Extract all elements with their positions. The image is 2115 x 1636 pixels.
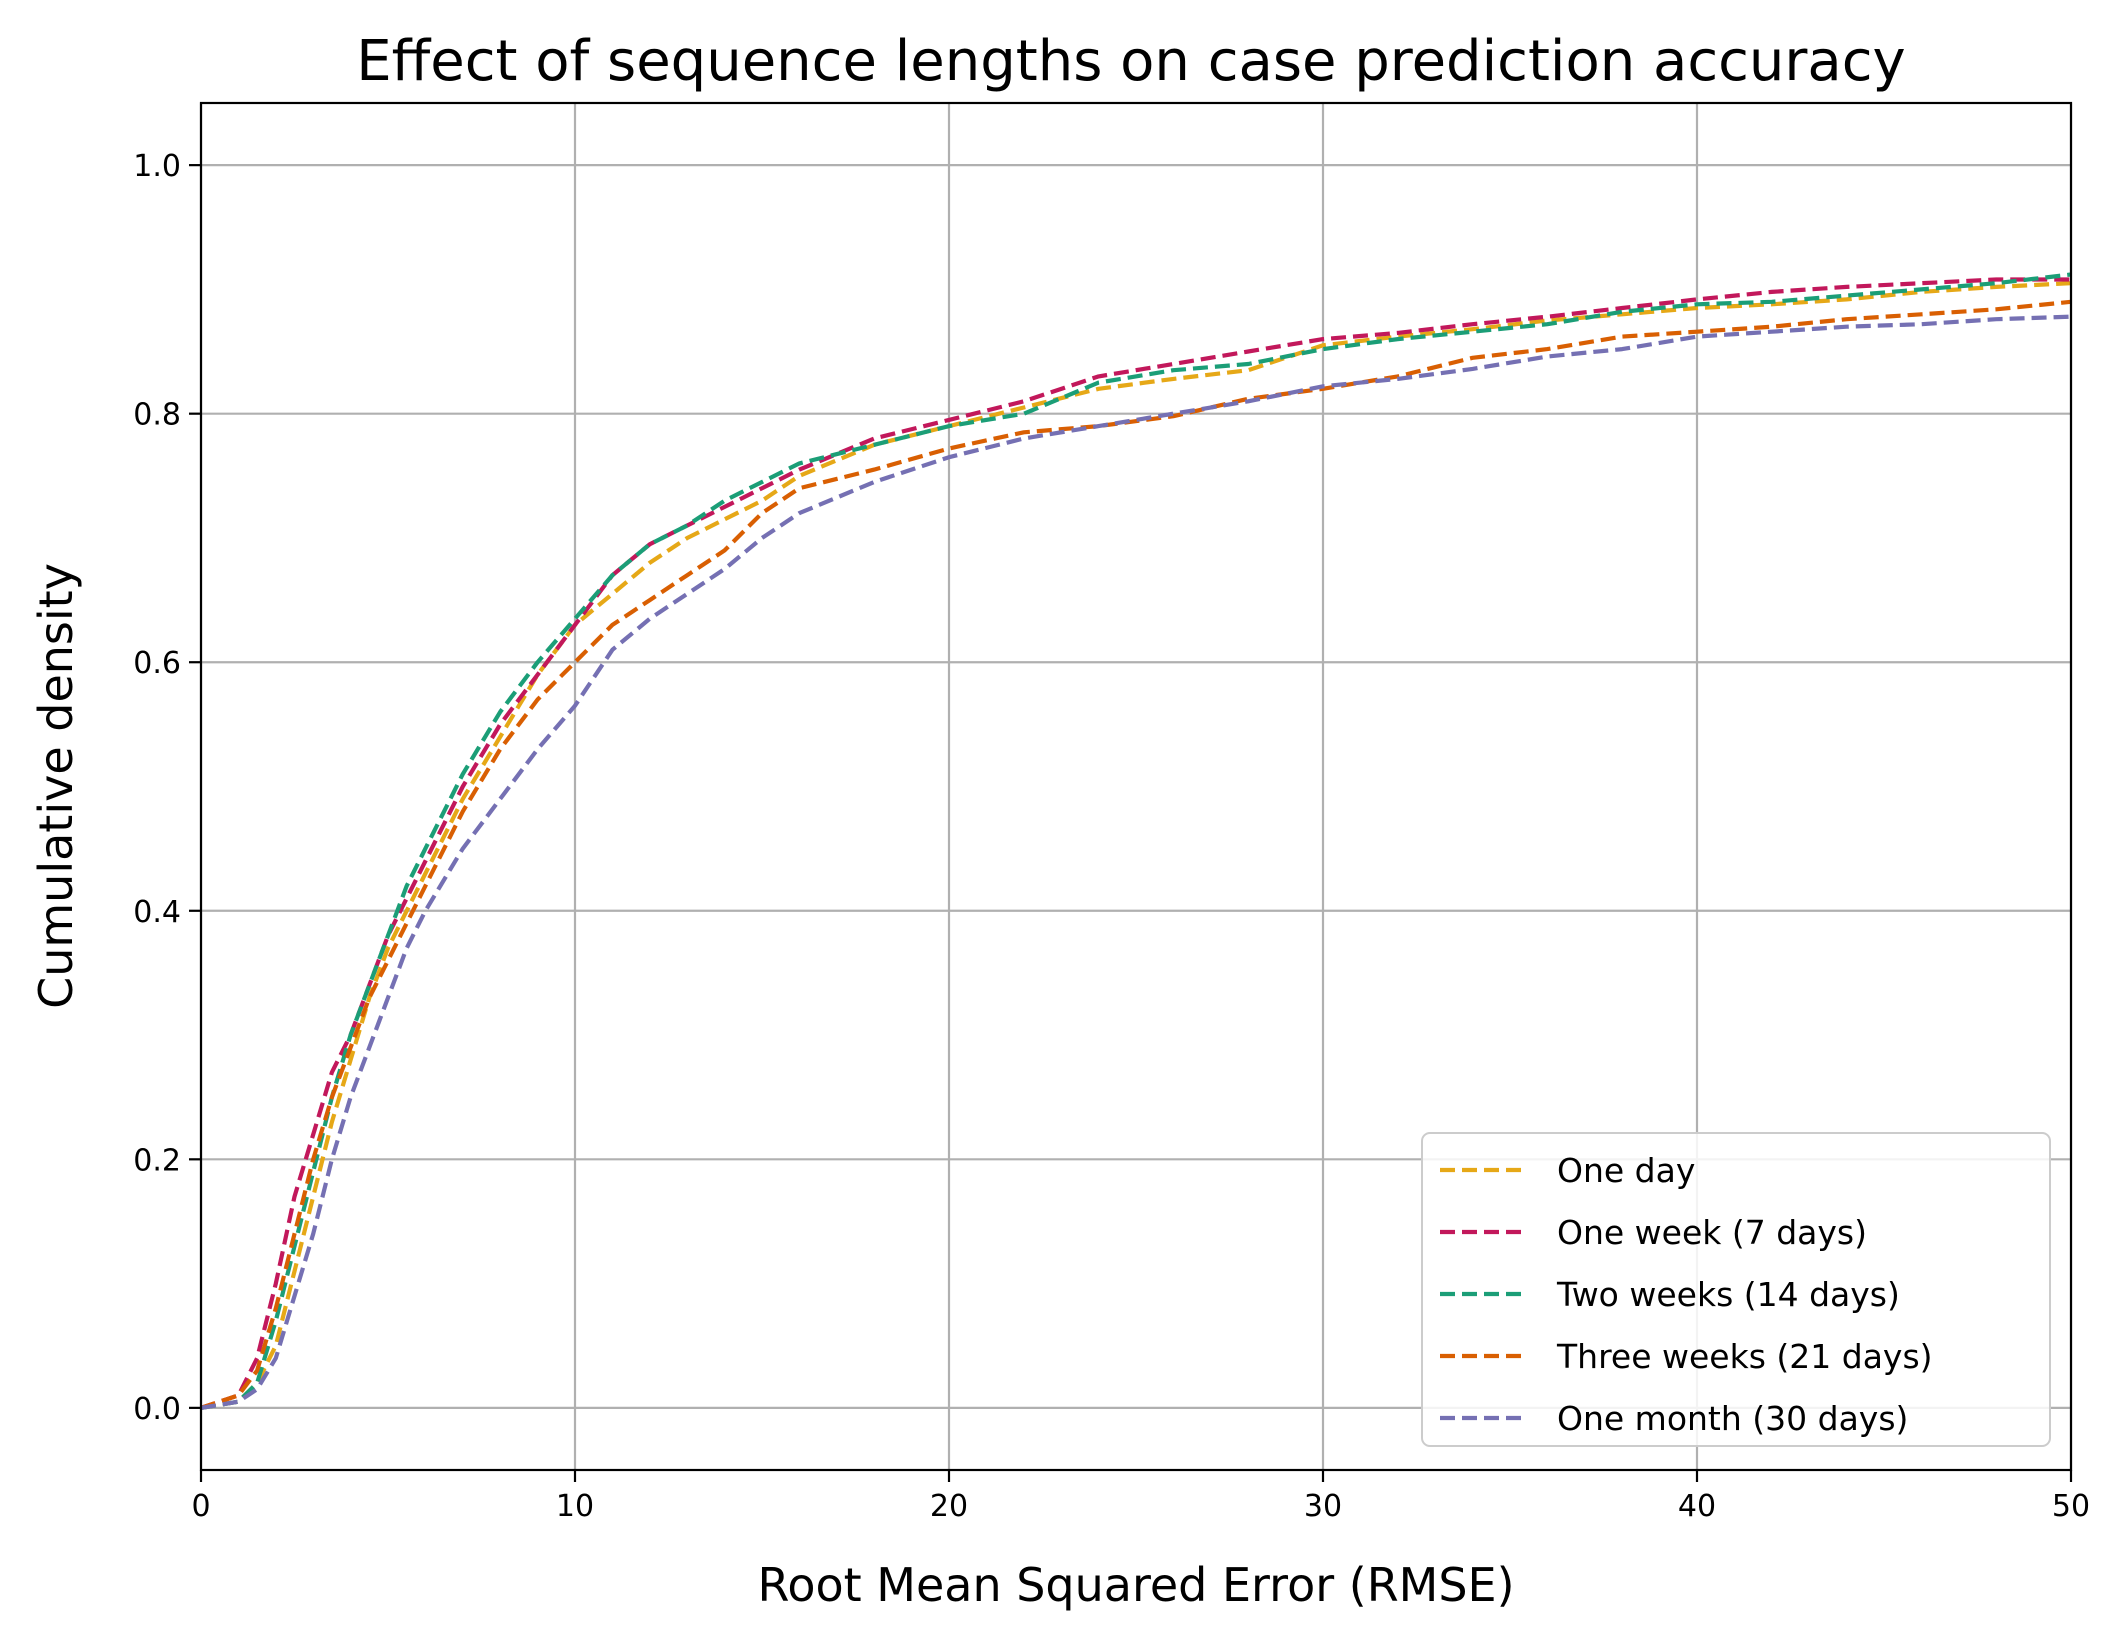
y-tick-label: 0.0 [133, 1392, 181, 1427]
y-tick-label: 0.4 [133, 895, 181, 930]
y-axis-ticks: 0.0 0.2 0.4 0.6 0.8 1.0 [133, 149, 201, 1427]
legend-label: Three weeks (21 days) [1556, 1337, 1933, 1376]
series-group [201, 272, 2071, 1410]
x-tick-label: 10 [556, 1489, 594, 1524]
x-axis-ticks: 0 10 20 30 40 50 [191, 1470, 2090, 1524]
grid [199, 103, 2073, 1470]
legend-label: One week (7 days) [1557, 1213, 1867, 1252]
legend-entries: One day One week (7 days) Two weeks (14 da… [1440, 1151, 1933, 1438]
legend-label: Two weeks (14 days) [1556, 1275, 1900, 1314]
y-tick-label: 0.6 [133, 646, 181, 681]
x-tick-label: 30 [1304, 1489, 1342, 1524]
x-tick-label: 0 [191, 1489, 210, 1524]
y-tick-label: 0.2 [133, 1143, 181, 1178]
x-tick-label: 40 [1678, 1489, 1716, 1524]
x-tick-label: 20 [930, 1489, 968, 1524]
legend: One day One week (7 days) Two weeks (14 da… [1421, 1132, 2051, 1447]
series-line-5 [201, 314, 2071, 1410]
x-tick-label: 50 [2052, 1489, 2090, 1524]
y-axis-label: Cumulative density [29, 563, 83, 1009]
legend-label: One day [1557, 1151, 1695, 1190]
plot-frame [199, 101, 2073, 1472]
legend-box [1421, 1132, 2051, 1447]
chart-title: Effect of sequence lengths on case predi… [356, 29, 1905, 94]
legend-label: One month (30 days) [1557, 1399, 1908, 1438]
y-tick-label: 1.0 [133, 149, 181, 184]
series-line-2 [201, 277, 2071, 1410]
x-axis-label: Root Mean Squared Error (RMSE) [757, 1558, 1514, 1612]
y-tick-label: 0.8 [133, 398, 181, 433]
series-line-4 [201, 299, 2071, 1410]
